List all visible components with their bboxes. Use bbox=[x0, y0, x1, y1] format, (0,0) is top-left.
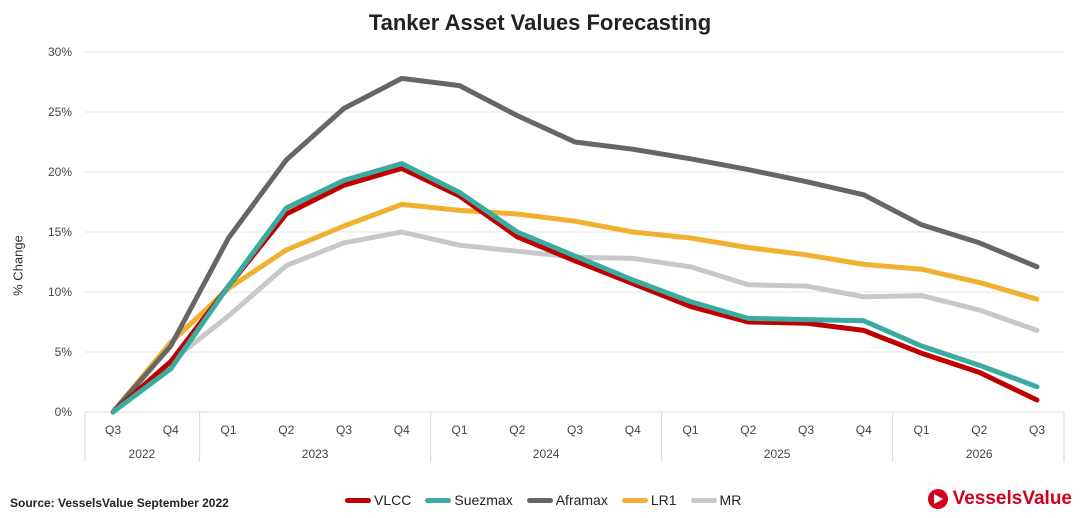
x-tick-label: Q2 bbox=[278, 423, 294, 437]
x-tick-label: Q2 bbox=[971, 423, 987, 437]
legend-item-vlcc: VLCC bbox=[345, 492, 411, 508]
x-tick-label: Q3 bbox=[567, 423, 583, 437]
brand-logo-icon bbox=[927, 489, 948, 509]
x-year-label: 2025 bbox=[764, 447, 791, 461]
x-tick-label: Q1 bbox=[451, 423, 467, 437]
legend-label: VLCC bbox=[374, 492, 412, 508]
x-tick-label: Q3 bbox=[105, 423, 121, 437]
plot-area: 0% 5% 10% 15% 20% 25% 30% Q3 Q4 Q1 Q2 Q3 Q4 Q1 Q2 Q3 Q4 Q… bbox=[48, 45, 1065, 462]
legend-label: LR1 bbox=[650, 492, 677, 508]
y-tick-label: 30% bbox=[48, 45, 72, 59]
x-year-label: 2026 bbox=[966, 447, 993, 461]
chart-title: Tanker Asset Values Forecasting bbox=[368, 10, 712, 35]
series-line-lr1 bbox=[110, 201, 1040, 415]
x-year-label: 2022 bbox=[129, 447, 156, 461]
legend-label: Aframax bbox=[555, 492, 608, 508]
x-tick-label: Q3 bbox=[1029, 423, 1045, 437]
legend-swatch bbox=[690, 497, 717, 503]
brand-name: VesselsValue bbox=[952, 488, 1072, 509]
x-tick-label: Q1 bbox=[682, 423, 698, 437]
series-line-aframax bbox=[110, 75, 1040, 415]
legend-swatch bbox=[526, 497, 553, 503]
x-tick-label: Q1 bbox=[220, 423, 236, 437]
legend-item-mr: MR bbox=[690, 492, 742, 508]
legend-label: MR bbox=[719, 492, 742, 508]
y-tick-label: 10% bbox=[48, 285, 72, 299]
x-tick-label: Q1 bbox=[913, 423, 929, 437]
x-tick-label: Q3 bbox=[798, 423, 814, 437]
x-tick-label: Q2 bbox=[509, 423, 525, 437]
x-tick-label: Q4 bbox=[625, 423, 641, 437]
y-tick-label: 25% bbox=[48, 105, 72, 119]
legend: VLCC Suezmax Aframax LR1 MR bbox=[345, 492, 741, 508]
x-tick-label: Q4 bbox=[163, 423, 179, 437]
legend-label: Suezmax bbox=[454, 492, 513, 508]
y-tick-label: 0% bbox=[55, 405, 73, 419]
legend-swatch bbox=[345, 497, 371, 503]
brand-logo: VesselsValue bbox=[927, 488, 1072, 510]
x-tick-label: Q3 bbox=[336, 423, 352, 437]
x-tick-label: Q4 bbox=[856, 423, 872, 437]
x-year-label: 2024 bbox=[533, 447, 560, 461]
legend-swatch bbox=[425, 497, 452, 503]
y-tick-label: 15% bbox=[48, 225, 72, 239]
series-line-suezmax bbox=[110, 161, 1040, 415]
legend-item-suezmax: Suezmax bbox=[425, 492, 513, 508]
y-tick-label: 5% bbox=[55, 345, 73, 359]
legend-item-lr1: LR1 bbox=[621, 492, 677, 508]
y-tick-label: 20% bbox=[48, 165, 72, 179]
x-year-label: 2023 bbox=[302, 447, 329, 461]
x-tick-label: Q4 bbox=[394, 423, 410, 437]
legend-swatch bbox=[621, 497, 648, 503]
source-note: Source: VesselsValue September 2022 bbox=[10, 496, 229, 510]
legend-item-aframax: Aframax bbox=[526, 492, 608, 508]
x-tick-label: Q2 bbox=[740, 423, 756, 437]
